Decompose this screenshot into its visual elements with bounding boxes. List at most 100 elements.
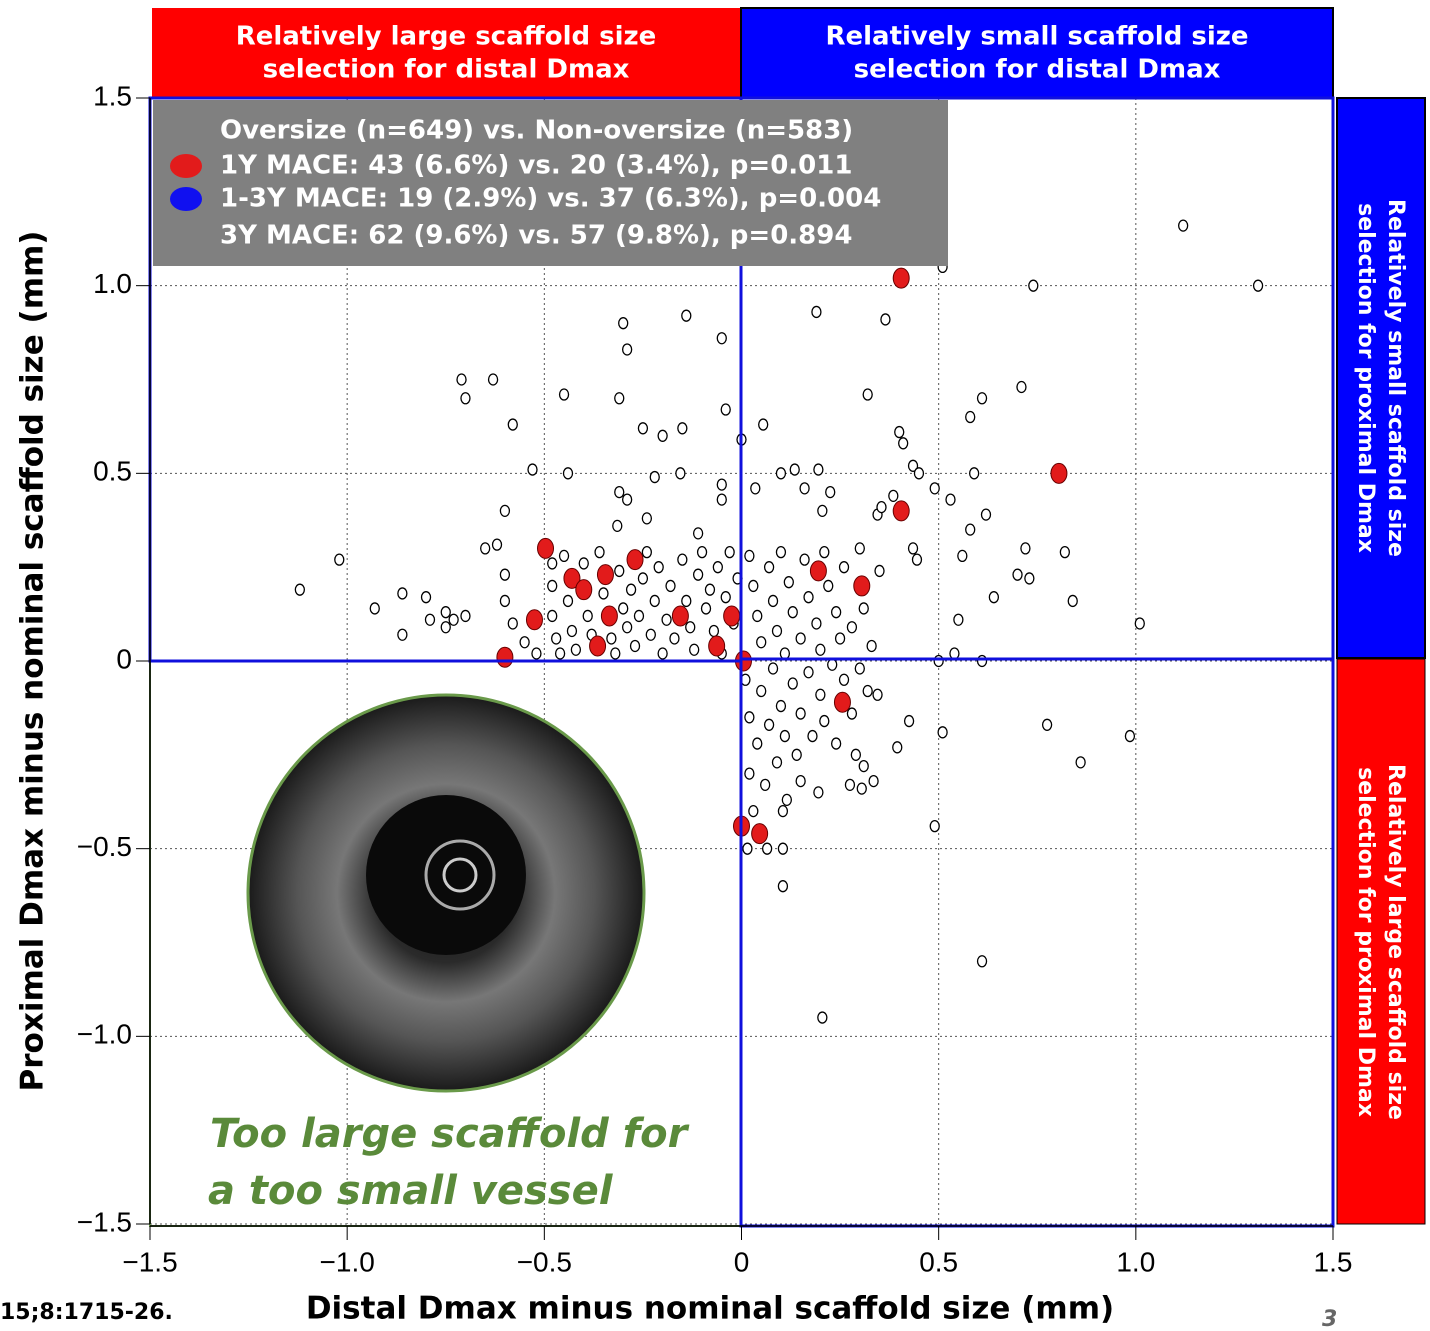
oct-lumen — [366, 795, 526, 955]
point — [796, 776, 805, 787]
point — [619, 318, 628, 329]
point — [816, 689, 825, 700]
point — [619, 603, 628, 614]
point — [845, 779, 854, 790]
x-tick-label: 1.5 — [1314, 1246, 1353, 1277]
point — [571, 644, 580, 655]
point — [627, 584, 636, 595]
point — [753, 738, 762, 749]
point — [899, 438, 908, 449]
point — [611, 648, 620, 659]
point — [820, 547, 829, 558]
point — [721, 404, 730, 415]
legend-note: 3Y MACE: 62 (9.6%) vs. 57 (9.8%), p=0.89… — [220, 221, 852, 251]
point — [776, 468, 785, 479]
side-red — [1337, 659, 1425, 1224]
point — [623, 622, 632, 633]
point — [863, 686, 872, 697]
point — [662, 614, 671, 625]
point — [855, 663, 864, 674]
point — [818, 505, 827, 516]
point — [493, 539, 502, 550]
point — [398, 629, 407, 640]
point — [694, 528, 703, 539]
event-point — [590, 636, 606, 656]
event-point — [752, 824, 768, 844]
point — [930, 483, 939, 494]
point — [642, 547, 651, 558]
page: {"citation": "15;8:1715-26.", "page_numb… — [0, 0, 1430, 1331]
page-number: 3 — [1322, 1307, 1337, 1331]
point — [847, 708, 856, 719]
point — [836, 633, 845, 644]
point — [489, 374, 498, 385]
event-point — [597, 565, 613, 585]
point — [678, 423, 687, 434]
point — [753, 610, 762, 621]
point — [863, 389, 872, 400]
point — [583, 610, 592, 621]
point — [978, 956, 987, 967]
point — [646, 629, 655, 640]
point — [615, 393, 624, 404]
x-tick-label: 0 — [734, 1246, 750, 1277]
event-point — [497, 647, 513, 667]
header-label: Relatively large scaffold size — [236, 22, 657, 52]
point — [295, 584, 304, 595]
point — [556, 648, 565, 659]
point — [441, 607, 450, 618]
point — [425, 614, 434, 625]
point — [877, 502, 886, 513]
point — [978, 656, 987, 667]
point — [772, 625, 781, 636]
point — [745, 768, 754, 779]
point — [826, 487, 835, 498]
point — [790, 464, 799, 475]
point — [1179, 220, 1188, 231]
y-tick-label: 1.0 — [93, 268, 132, 299]
point — [954, 614, 963, 625]
point — [1021, 543, 1030, 554]
point — [765, 719, 774, 730]
point — [613, 520, 622, 531]
point — [782, 794, 791, 805]
point — [893, 742, 902, 753]
point — [814, 787, 823, 798]
point — [978, 393, 987, 404]
point — [595, 547, 604, 558]
point — [796, 633, 805, 644]
point — [670, 633, 679, 644]
legend-marker — [170, 187, 202, 211]
point — [745, 550, 754, 561]
point — [705, 584, 714, 595]
point — [763, 843, 772, 854]
event-point — [1051, 463, 1067, 483]
point — [398, 588, 407, 599]
point — [508, 618, 517, 629]
point — [820, 716, 829, 727]
point — [804, 667, 813, 678]
y-tick-label: 0 — [116, 643, 132, 674]
point — [520, 637, 529, 648]
point — [1135, 618, 1144, 629]
point — [989, 592, 998, 603]
point — [970, 468, 979, 479]
point — [776, 701, 785, 712]
point — [461, 610, 470, 621]
point — [769, 663, 778, 674]
point — [780, 731, 789, 742]
point — [749, 580, 758, 591]
point — [867, 640, 876, 651]
point — [778, 843, 787, 854]
point — [567, 625, 576, 636]
point — [1043, 719, 1052, 730]
point — [778, 881, 787, 892]
point — [757, 686, 766, 697]
point — [548, 558, 557, 569]
point — [1254, 280, 1263, 291]
point — [869, 776, 878, 787]
point — [769, 595, 778, 606]
x-tick-label: −1.5 — [122, 1246, 177, 1277]
event-point — [810, 561, 826, 581]
point — [599, 588, 608, 599]
